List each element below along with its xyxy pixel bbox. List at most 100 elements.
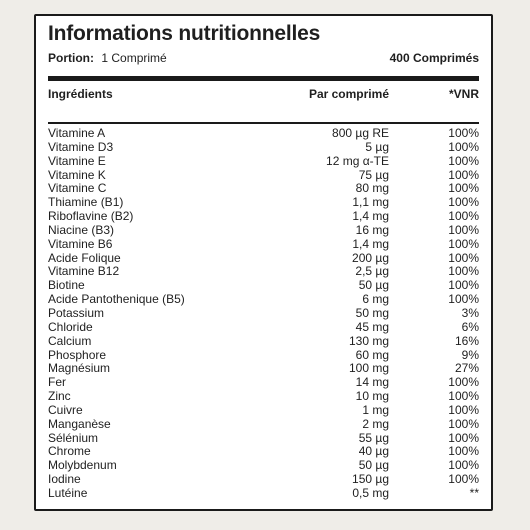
ingredient-vnr: 100% (448, 292, 479, 307)
ingredient-amount: 60 mg (355, 347, 389, 362)
ingredient-name: Chloride (48, 319, 93, 334)
ingredient-name: Calcium (48, 333, 92, 348)
ingredient-vnr: 16% (454, 333, 479, 348)
ingredient-amount: 1,4 mg (352, 209, 389, 224)
ingredient-amount: 45 mg (355, 319, 389, 334)
table-row: Vitamine B12 2,5 µg 100% (48, 265, 479, 279)
ingredient-name: Magnésium (48, 361, 111, 376)
thick-divider (48, 76, 479, 81)
ingredient-name: Potassium (48, 305, 105, 320)
ingredient-name: Sélénium (48, 430, 99, 445)
column-header-vnr: *VNR (448, 87, 479, 101)
ingredient-vnr: 100% (448, 250, 479, 265)
ingredient-amount: 1,4 mg (352, 236, 389, 251)
ingredient-name: Acide Folique (48, 250, 121, 265)
table-row: Vitamine A 800 µg RE 100% (48, 126, 479, 141)
ingredient-name: Vitamine B12 (48, 264, 120, 279)
ingredient-vnr: 100% (448, 126, 479, 140)
table-row: Chloride 45 mg 6% (48, 319, 479, 335)
ingredient-amount: 130 mg (348, 333, 389, 348)
ingredient-vnr: 100% (448, 195, 479, 210)
table-row: Niacine (B3) 16 mg 100% (48, 222, 479, 238)
ingredient-amount: 55 µg (358, 430, 389, 445)
portion-row: Portion: 1 Comprimé 400 Comprimés (48, 51, 479, 67)
ingredient-name: Zinc (48, 389, 71, 404)
table-row: Acide Pantothenique (B5) 6 mg 100% (48, 292, 479, 307)
ingredient-vnr: 100% (448, 167, 479, 182)
table-row: Vitamine D3 5 µg 100% (48, 139, 479, 155)
table-row: Magnésium 100 mg 27% (48, 361, 479, 376)
ingredient-amount: 2 mg (362, 416, 389, 431)
ingredient-amount: 10 mg (355, 389, 389, 404)
table-row: Vitamine C 80 mg 100% (48, 182, 479, 196)
ingredient-amount: 6 mg (362, 292, 389, 307)
ingredient-name: Acide Pantothenique (B5) (48, 292, 185, 307)
table-row: Biotine 50 µg 100% (48, 278, 479, 293)
ingredient-vnr: 100% (448, 375, 479, 390)
ingredient-name: Lutéine (48, 485, 88, 500)
page-title: Informations nutritionnelles (48, 22, 321, 45)
table-row: Sélénium 55 µg 100% (48, 430, 479, 446)
ingredient-amount: 16 mg (355, 222, 389, 237)
ingredient-name: Niacine (B3) (48, 222, 115, 237)
ingredient-vnr: 100% (448, 458, 479, 473)
ingredient-amount: 14 mg (355, 375, 389, 390)
table-row: Vitamine E 12 mg α-TE 100% (48, 153, 479, 169)
ingredient-list: Vitamine A 800 µg RE 100% Vitamine D3 5 µg 10… (48, 126, 479, 501)
ingredient-amount: 1,1 mg (352, 195, 389, 210)
ingredient-amount: 100 mg (348, 361, 389, 376)
ingredient-vnr: 27% (454, 361, 479, 376)
ingredient-amount: 75 µg (358, 167, 389, 182)
ingredient-vnr: 100% (448, 430, 479, 445)
ingredient-name: Vitamine K (48, 167, 106, 182)
ingredient-amount: 50 mg (355, 305, 389, 320)
ingredient-amount: 150 µg (352, 472, 389, 487)
portion-value: 1 Comprimé (101, 51, 167, 65)
ingredient-amount: 50 µg (358, 278, 389, 293)
ingredient-amount: 2,5 µg (355, 264, 389, 279)
ingredient-name: Vitamine D3 (48, 139, 114, 154)
table-row: Potassium 50 mg 3% (48, 305, 479, 321)
ingredient-vnr: 100% (448, 236, 479, 251)
table-row: Iodine 150 µg 100% (48, 472, 479, 487)
ingredient-name: Vitamine B6 (48, 236, 113, 251)
table-row: Riboflavine (B2) 1,4 mg 100% (48, 209, 479, 224)
table-row: Acide Folique 200 µg 100% (48, 250, 479, 266)
ingredient-amount: 50 µg (358, 458, 389, 473)
table-row: Zinc 10 mg 100% (48, 389, 479, 404)
ingredient-vnr: 100% (448, 264, 479, 279)
ingredient-name: Cuivre (48, 402, 83, 417)
portion-label: Portion: (48, 51, 94, 65)
table-row: Cuivre 1 mg 100% (48, 402, 479, 418)
nutrition-facts-panel: Informations nutritionnelles Portion: 1 … (34, 14, 493, 511)
ingredient-vnr: 100% (448, 139, 479, 154)
ingredient-name: Fer (48, 375, 66, 390)
ingredient-vnr: 9% (461, 347, 479, 362)
table-row: Thiamine (B1) 1,1 mg 100% (48, 195, 479, 210)
tablet-count: 400 Comprimés (389, 51, 479, 65)
ingredient-name: Riboflavine (B2) (48, 209, 134, 224)
table-row: Chrome 40 µg 100% (48, 445, 479, 459)
ingredient-name: Iodine (48, 472, 81, 487)
ingredient-vnr: 6% (461, 319, 479, 334)
table-row: Calcium 130 mg 16% (48, 333, 479, 349)
ingredient-vnr: 100% (448, 153, 479, 168)
table-header: Ingrédients Par comprimé *VNR (48, 87, 479, 105)
ingredient-amount: 5 µg (365, 139, 389, 154)
ingredient-vnr: 100% (448, 402, 479, 417)
table-row: Manganèse 2 mg 100% (48, 416, 479, 432)
table-row: Vitamine B6 1,4 mg 100% (48, 236, 479, 252)
ingredient-amount: 40 µg (358, 444, 389, 459)
ingredient-vnr: 100% (448, 389, 479, 404)
table-row: Lutéine 0,5 mg ** (48, 485, 479, 501)
ingredient-amount: 1 mg (362, 402, 389, 417)
ingredient-name: Vitamine A (48, 126, 106, 140)
ingredient-name: Molybdenum (48, 458, 117, 473)
ingredient-amount: 80 mg (355, 181, 389, 196)
table-row: Vitamine K 75 µg 100% (48, 167, 479, 183)
ingredient-amount: 12 mg α-TE (326, 153, 389, 168)
ingredient-vnr: 100% (448, 181, 479, 196)
ingredient-vnr: 100% (448, 278, 479, 293)
ingredient-amount: 800 µg RE (332, 126, 389, 140)
table-row: Molybdenum 50 µg 100% (48, 458, 479, 473)
